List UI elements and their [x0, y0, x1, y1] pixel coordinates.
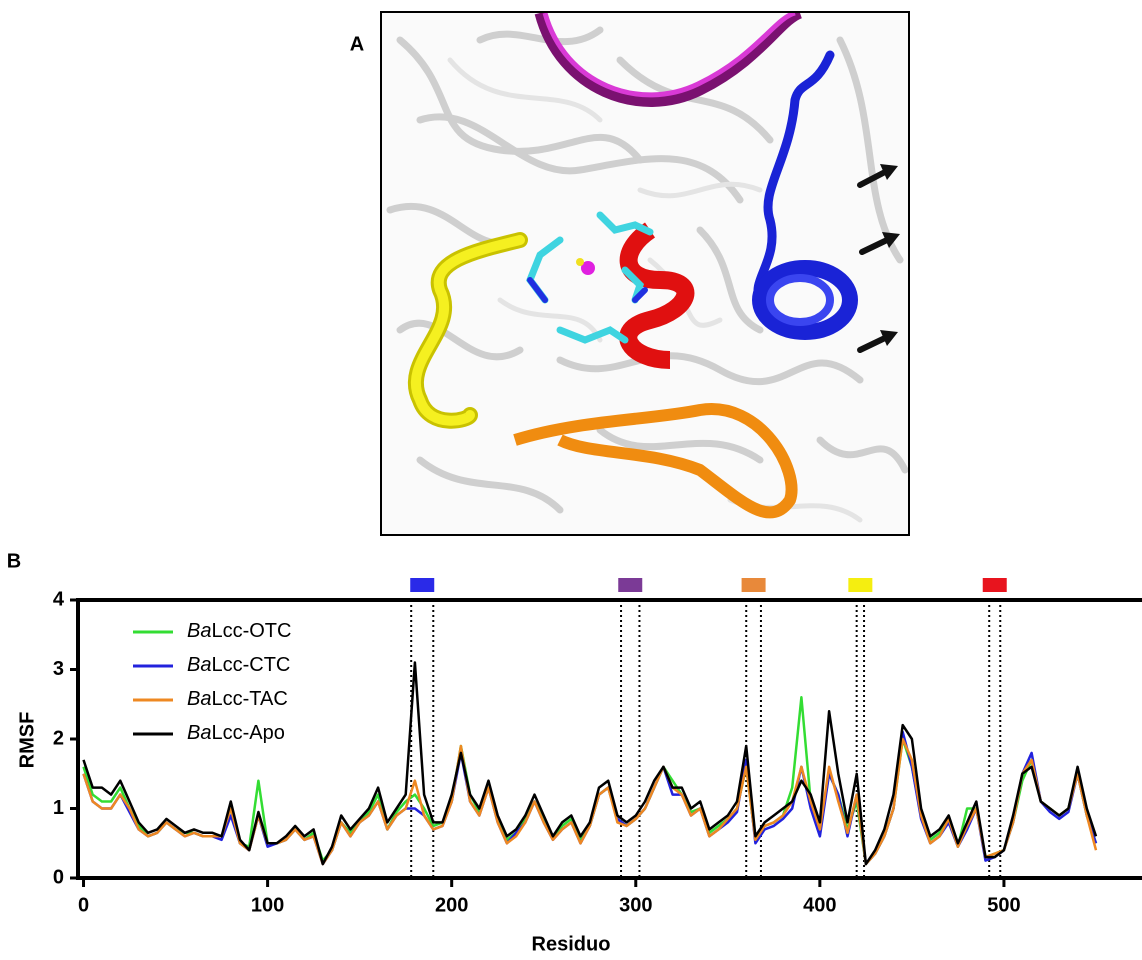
y-tick-label: 4 — [53, 588, 65, 610]
x-tick-label: 100 — [251, 894, 284, 916]
plot-area: 0 1 2 3 4 0 100 200 300 400 500 BaLcc-OTC BaLcc-CTC B… — [53, 578, 1142, 916]
y-tick-label: 0 — [53, 866, 64, 888]
y-tick-label: 1 — [53, 797, 64, 819]
x-tick-label: 0 — [78, 894, 89, 916]
legend-label: BaLcc-CTC — [187, 654, 290, 676]
legend-label: BaLcc-OTC — [187, 620, 291, 642]
x-tick-label: 300 — [619, 894, 652, 916]
panel-label: A — [350, 33, 364, 55]
legend-label: BaLcc-TAC — [187, 688, 288, 710]
x-tick-label: 200 — [435, 894, 468, 916]
protein-structure — [382, 13, 908, 534]
series-line — [84, 732, 1097, 864]
y-tick-label: 2 — [53, 727, 64, 749]
y-tick-label: 3 — [53, 658, 64, 680]
legend-label: BaLcc-Apo — [187, 722, 285, 744]
region-marker — [618, 578, 642, 592]
series-line — [84, 739, 1097, 864]
region-marker — [983, 578, 1007, 592]
panel-label: B — [7, 550, 21, 572]
y-axis-label: RMSF — [16, 712, 38, 769]
region-marker — [742, 578, 766, 592]
region-marker — [410, 578, 434, 592]
region-marker — [848, 578, 872, 592]
x-axis-label: Residuo — [532, 933, 611, 955]
x-tick-label: 500 — [987, 894, 1020, 916]
x-tick-label: 400 — [803, 894, 836, 916]
figure: A — [0, 0, 1142, 960]
